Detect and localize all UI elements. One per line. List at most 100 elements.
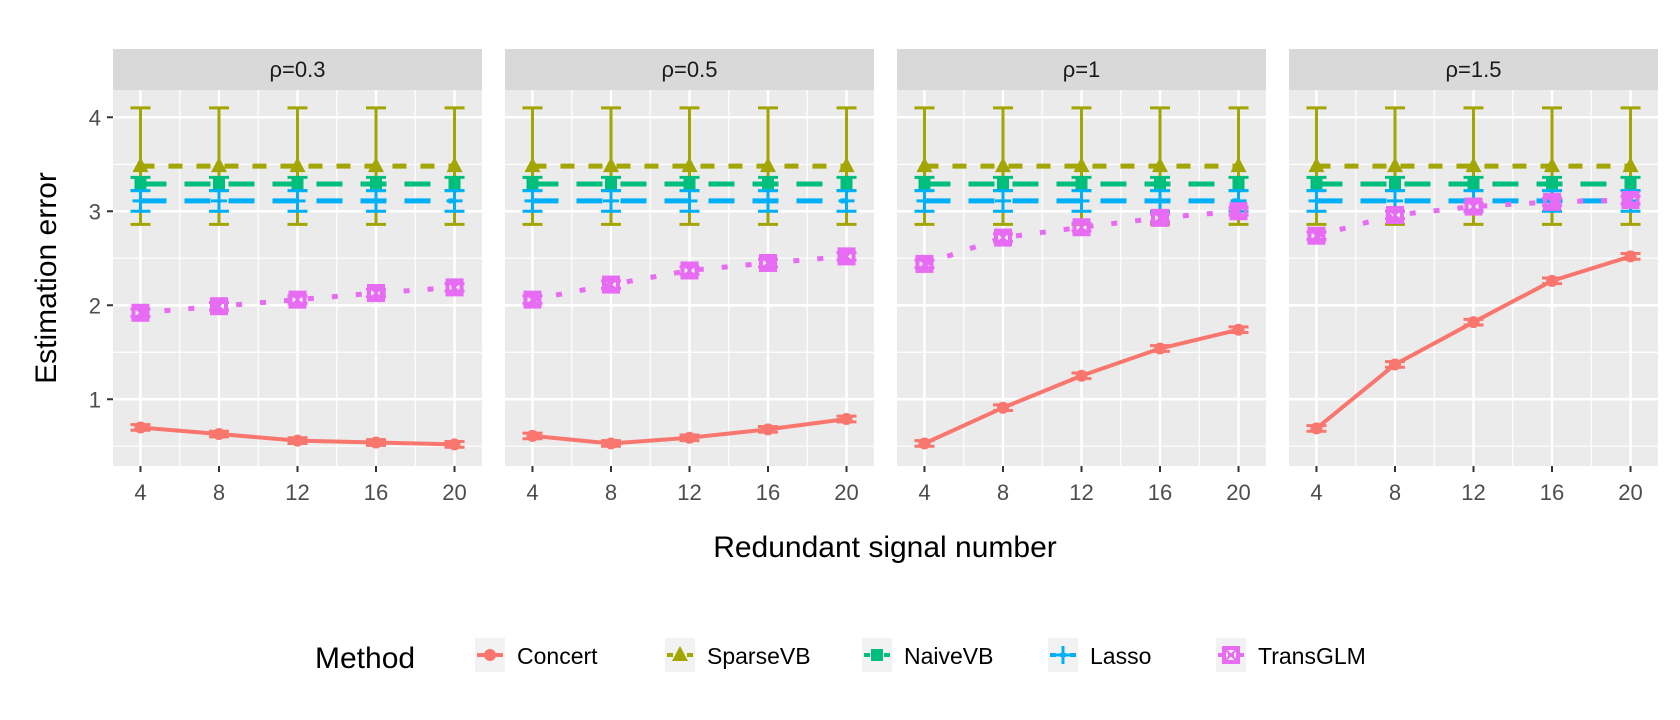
data-point-cross <box>1387 207 1403 223</box>
data-point-box <box>1151 208 1170 227</box>
data-point <box>1388 358 1401 371</box>
data-point <box>681 157 698 173</box>
strip-label: ρ=0.3 <box>270 57 326 82</box>
data-point-cross <box>132 305 149 321</box>
data-point <box>1624 178 1637 190</box>
data-point <box>1232 323 1245 336</box>
data-point-cross <box>446 279 463 296</box>
series-lasso <box>522 189 857 213</box>
data-point <box>1310 422 1323 435</box>
data-point <box>368 157 385 173</box>
series-transglm <box>1306 190 1641 245</box>
data-point-cross <box>1622 192 1639 208</box>
data-point <box>1465 157 1482 173</box>
y-tick-label: 3 <box>89 199 101 224</box>
data-point <box>915 254 934 273</box>
panel-3: ρ=1 4 8 12 16 20 <box>897 49 1266 505</box>
data-point <box>446 157 463 173</box>
data-point-box <box>445 278 464 297</box>
x-tick-label: 16 <box>1148 480 1172 505</box>
legend-item-naivevb: NaiveVB <box>862 638 993 672</box>
data-point-box <box>680 261 699 280</box>
data-point <box>1308 157 1325 173</box>
series-transglm <box>130 278 465 322</box>
data-point <box>1546 178 1559 190</box>
data-point-box <box>1621 190 1640 209</box>
data-point-box <box>601 275 620 294</box>
data-point <box>1386 157 1403 173</box>
data-point <box>762 178 775 190</box>
data-point-cross <box>681 262 698 279</box>
legend-key-circle-icon <box>484 649 496 661</box>
data-point <box>838 191 855 210</box>
legend-label: NaiveVB <box>904 643 993 669</box>
data-point <box>1152 157 1169 173</box>
panel-4: ρ=1.5 4 8 12 16 20 <box>1289 49 1658 505</box>
data-point <box>368 191 385 210</box>
data-point <box>291 434 304 447</box>
data-point <box>212 428 225 441</box>
data-point <box>1152 191 1169 210</box>
data-point <box>681 191 698 210</box>
data-point-box <box>523 290 542 309</box>
strip-label: ρ=1 <box>1063 57 1101 82</box>
y-tick-label: 4 <box>89 105 101 130</box>
x-tick-label: 12 <box>677 480 701 505</box>
data-point <box>604 178 617 190</box>
data-point <box>918 178 931 190</box>
data-point <box>759 253 778 272</box>
data-point <box>601 275 620 294</box>
data-point <box>288 290 307 309</box>
x-tick-label: 12 <box>1461 480 1485 505</box>
strip <box>113 49 482 90</box>
legend-key-boxcross-icon <box>1222 646 1240 664</box>
data-point <box>602 157 619 173</box>
data-point <box>1229 202 1248 221</box>
x-tick-label: 12 <box>285 480 309 505</box>
data-point <box>1467 316 1480 329</box>
data-point-box <box>915 254 934 273</box>
data-point-box <box>367 284 386 303</box>
data-point <box>994 191 1011 210</box>
data-point-box <box>288 290 307 309</box>
data-point <box>1543 192 1562 211</box>
data-point <box>1310 178 1323 190</box>
legend-key-boxcross-icon-cross <box>1223 647 1239 663</box>
series-concert <box>522 413 857 450</box>
data-point-cross <box>838 248 855 265</box>
data-point <box>524 157 541 173</box>
data-point-cross <box>1308 227 1325 244</box>
data-point-cross <box>1152 210 1168 226</box>
data-point <box>289 191 306 210</box>
data-point <box>1075 369 1088 382</box>
data-point <box>367 284 386 303</box>
data-point-box <box>1543 192 1562 211</box>
x-axis-title: Redundant signal number <box>713 531 1057 564</box>
data-point <box>1075 178 1088 190</box>
x-tick-label: 20 <box>834 480 858 505</box>
data-point <box>1622 157 1639 173</box>
data-point <box>683 431 696 444</box>
data-point <box>760 191 777 210</box>
data-point <box>762 423 775 436</box>
series-concert <box>130 421 465 451</box>
series-line <box>1315 197 1631 239</box>
data-point-cross <box>760 255 776 271</box>
data-point <box>210 157 227 173</box>
data-point-cross <box>211 298 227 314</box>
series-line <box>532 253 847 303</box>
data-point <box>526 429 539 442</box>
data-point <box>837 247 856 266</box>
legend-key-plus-icon <box>1055 646 1071 664</box>
data-point <box>1154 178 1167 190</box>
data-point-box <box>1229 202 1248 221</box>
data-point <box>1308 191 1325 210</box>
data-point <box>448 438 461 451</box>
data-point <box>1154 342 1167 355</box>
data-point <box>604 437 617 450</box>
data-point <box>1544 157 1561 173</box>
data-point <box>840 413 853 425</box>
data-point <box>602 191 619 210</box>
data-point-cross <box>524 291 541 308</box>
strip-label: ρ=1.5 <box>1446 57 1502 82</box>
